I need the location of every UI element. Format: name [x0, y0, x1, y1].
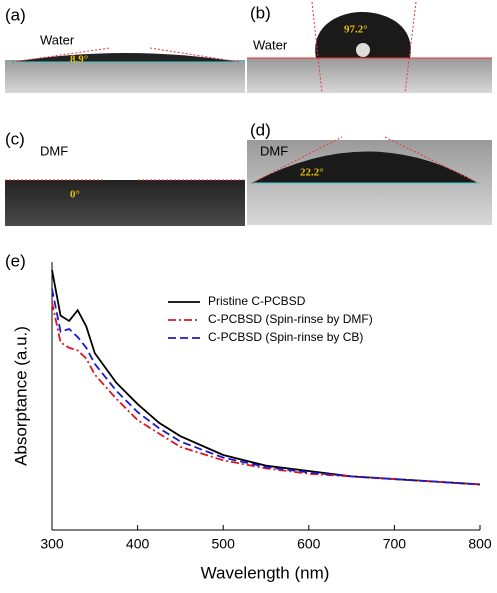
droplet: [315, 12, 411, 58]
x-tick-label: 700: [383, 536, 407, 552]
x-axis-title: Wavelength (nm): [201, 563, 330, 582]
legend-label: C-PCBSD (Spin-rinse by DMF): [208, 312, 373, 326]
panel-label: (e): [5, 251, 26, 270]
liquid: Water: [40, 32, 75, 47]
series-line: [51, 288, 481, 486]
angle: 22.2°: [300, 167, 324, 179]
angle: 0°: [70, 189, 80, 201]
panel-label: (a): [5, 5, 26, 24]
photo: [247, 58, 492, 93]
legend-label: Pristine C-PCBSD: [208, 294, 306, 308]
tangent: [404, 1, 417, 94]
panel-label: (c): [5, 129, 25, 148]
tangent: [311, 1, 323, 94]
y-axis-title: Absorptance (a.u.): [11, 326, 30, 466]
panel-label: (d): [250, 120, 271, 139]
tangent: [384, 136, 479, 184]
tangent: [251, 136, 343, 184]
x-tick-label: 500: [212, 536, 236, 552]
droplet: [252, 151, 478, 183]
panel-label: (b): [250, 3, 271, 22]
tangent: [149, 47, 241, 63]
x-tick-label: 300: [40, 536, 64, 552]
panel-b: (b) Water 97.2°: [247, 1, 492, 94]
angle: 8.9°: [70, 54, 88, 66]
x-tick-label: 600: [297, 536, 321, 552]
photo: [5, 60, 245, 93]
angle: 97.2°: [344, 24, 368, 36]
x-tick-label: 800: [468, 536, 492, 552]
panel-d: (d) DMF 22.2°: [247, 120, 492, 225]
tangent: [11, 47, 111, 63]
panel-a: (a) Water 8.9°: [5, 5, 245, 93]
panel-c: (c) DMF 0°: [5, 129, 245, 226]
photo: [5, 180, 245, 226]
droplet: [12, 53, 240, 62]
liquid: DMF: [40, 143, 68, 158]
liquid: Water: [253, 37, 288, 52]
liquid: DMF: [260, 143, 288, 158]
legend-label: C-PCBSD (Spin-rinse by CB): [208, 330, 363, 344]
reflection: [356, 43, 370, 57]
x-tick-label: 400: [126, 536, 150, 552]
